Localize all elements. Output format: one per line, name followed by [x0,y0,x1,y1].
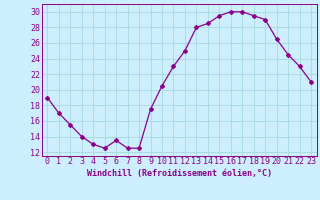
X-axis label: Windchill (Refroidissement éolien,°C): Windchill (Refroidissement éolien,°C) [87,169,272,178]
